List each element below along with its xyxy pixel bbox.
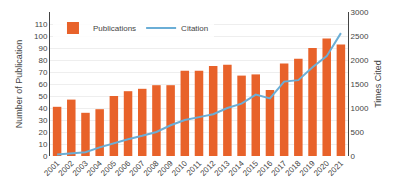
svg-text:40: 40 (38, 104, 47, 113)
svg-text:0: 0 (43, 152, 48, 161)
svg-text:Number of Publication: Number of Publication (14, 40, 24, 129)
svg-text:2007: 2007 (128, 158, 147, 177)
svg-text:2004: 2004 (85, 158, 104, 177)
svg-text:60: 60 (38, 80, 47, 89)
svg-text:2012: 2012 (198, 158, 217, 177)
svg-text:2008: 2008 (142, 158, 161, 177)
svg-text:2017: 2017 (269, 158, 288, 177)
svg-text:2016: 2016 (255, 158, 274, 177)
svg-text:10: 10 (38, 140, 47, 149)
svg-text:2015: 2015 (241, 158, 260, 177)
svg-text:0: 0 (351, 152, 356, 161)
svg-text:3000: 3000 (351, 8, 369, 17)
svg-text:2003: 2003 (71, 158, 90, 177)
svg-text:2021: 2021 (326, 158, 345, 177)
svg-text:100: 100 (34, 32, 48, 41)
svg-text:2018: 2018 (284, 158, 303, 177)
svg-text:2006: 2006 (113, 158, 132, 177)
svg-text:30: 30 (38, 116, 47, 125)
svg-text:2011: 2011 (185, 158, 204, 177)
svg-text:2005: 2005 (99, 158, 118, 177)
svg-text:50: 50 (38, 92, 47, 101)
svg-text:2000: 2000 (351, 56, 369, 65)
svg-text:Times Cited: Times Cited (373, 60, 383, 108)
svg-text:2009: 2009 (156, 158, 175, 177)
svg-text:Publications: Publications (93, 24, 136, 33)
svg-text:2500: 2500 (351, 32, 369, 41)
svg-text:80: 80 (38, 56, 47, 65)
svg-text:20: 20 (38, 128, 47, 137)
svg-text:500: 500 (351, 128, 365, 137)
svg-text:Citation: Citation (181, 24, 208, 33)
svg-text:2013: 2013 (213, 158, 232, 177)
svg-text:2010: 2010 (170, 158, 189, 177)
svg-text:110: 110 (35, 20, 48, 29)
svg-text:1500: 1500 (351, 80, 369, 89)
svg-text:2002: 2002 (57, 158, 76, 177)
svg-text:2019: 2019 (298, 158, 317, 177)
svg-text:2020: 2020 (312, 158, 331, 177)
svg-text:1000: 1000 (351, 104, 369, 113)
svg-text:70: 70 (38, 68, 47, 77)
svg-text:2001: 2001 (42, 158, 61, 177)
svg-text:90: 90 (38, 44, 47, 53)
svg-text:2014: 2014 (227, 158, 246, 177)
